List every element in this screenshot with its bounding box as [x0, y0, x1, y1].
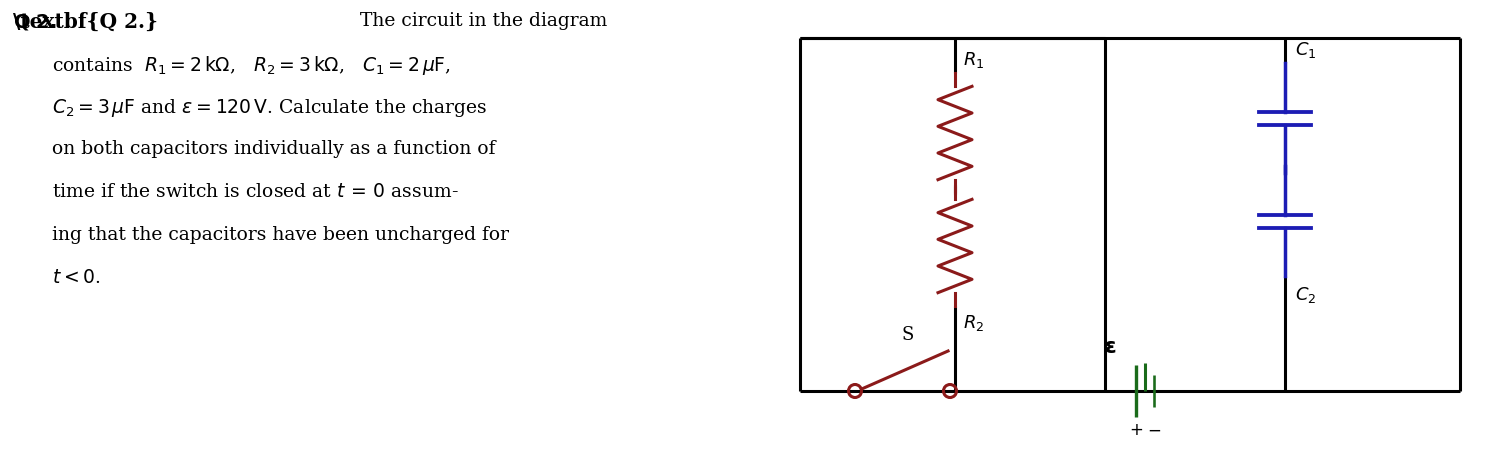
Text: time if the switch is closed at $t\,=\,0$ assum-: time if the switch is closed at $t\,=\,0… [52, 182, 459, 200]
Text: $C_2 = 3\,\mu\mathrm{F}$ and $\varepsilon = 120\,\mathrm{V}$. Calculate the char: $C_2 = 3\,\mu\mathrm{F}$ and $\varepsilo… [52, 97, 487, 119]
Text: $+$: $+$ [1129, 421, 1143, 438]
Text: \textbf{Q 2.}: \textbf{Q 2.} [13, 12, 158, 32]
Text: contains  $R_1 = 2\,\mathrm{k\Omega}$,   $R_2 = 3\,\mathrm{k\Omega}$,   $C_1 = 2: contains $R_1 = 2\,\mathrm{k\Omega}$, $R… [52, 54, 451, 77]
Text: $\boldsymbol{\varepsilon}$: $\boldsymbol{\varepsilon}$ [1104, 337, 1116, 356]
Text: The circuit in the diagram: The circuit in the diagram [361, 12, 608, 30]
Text: $-$: $-$ [1147, 421, 1161, 438]
Text: $C_2$: $C_2$ [1295, 284, 1316, 304]
Text: ing that the capacitors have been uncharged for: ing that the capacitors have been unchar… [52, 225, 510, 244]
Text: $R_1$: $R_1$ [963, 50, 985, 70]
Text: $t < 0$.: $t < 0$. [52, 269, 100, 287]
Text: on both capacitors individually as a function of: on both capacitors individually as a fun… [52, 140, 496, 158]
Text: $C_1$: $C_1$ [1295, 40, 1317, 60]
Text: $\mathbf{Q\ 2.}$: $\mathbf{Q\ 2.}$ [13, 12, 57, 32]
Text: $R_2$: $R_2$ [963, 313, 985, 332]
Text: S: S [901, 325, 913, 343]
